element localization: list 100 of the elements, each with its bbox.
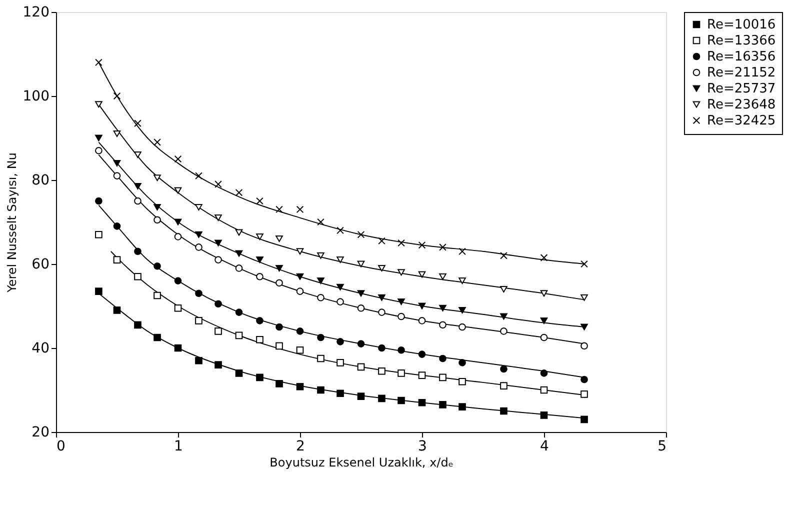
point [235,308,243,316]
point [214,328,222,335]
x-axis-title: Boyutsuz Eksenel Uzaklık, x/dₑ [270,456,454,470]
point [458,248,466,256]
point [296,273,304,280]
point [256,374,264,382]
point [134,120,142,127]
point [195,244,202,251]
point [500,382,508,390]
y-tick-label: 80 [32,172,50,188]
point [296,346,304,354]
point [134,197,142,205]
point [398,239,405,247]
x-tick-label: 3 [418,438,427,454]
y-tick-label: 120 [22,4,50,20]
legend-label: Re=13366 [707,34,776,48]
point [296,328,304,335]
point [174,155,182,163]
point [256,336,264,344]
point [154,216,161,224]
point [113,172,121,180]
point [113,256,121,264]
y-tick-label: 100 [22,88,50,104]
x-tick-label: 0 [56,438,66,454]
point [195,317,202,324]
point [378,308,386,316]
point [113,130,121,138]
point [214,256,222,264]
point [113,160,121,166]
point [214,240,222,246]
point [398,370,405,377]
point [580,342,588,350]
x-tick-label: 2 [296,438,305,454]
point [195,204,202,211]
point [195,290,202,298]
point [357,363,365,371]
point [276,236,283,242]
point [276,206,283,214]
point [378,344,386,352]
point [296,248,304,255]
point [235,370,243,377]
point [357,304,365,312]
y-tick-label: 20 [32,424,50,440]
point [418,350,426,358]
point [540,290,548,297]
legend-label: Re=25737 [707,82,776,96]
point [174,187,182,194]
point [214,300,222,308]
legend-label: Re=23648 [707,98,776,112]
point [439,273,446,280]
point [214,214,222,222]
x-tick-label: 5 [658,438,666,454]
x-tick-label: 4 [540,438,550,454]
point [214,180,222,188]
point [235,264,243,272]
point [378,237,386,245]
point [336,338,344,346]
point [276,323,283,331]
point [418,241,426,249]
point [439,244,446,251]
point [458,359,466,366]
point [154,138,161,146]
point [256,256,264,264]
point [174,218,182,226]
point [500,313,508,320]
point [418,271,426,278]
point [439,304,446,312]
point [458,278,466,284]
point [95,197,102,205]
point [500,252,508,260]
point [256,272,264,280]
point [336,298,344,306]
point [580,324,588,330]
point [580,416,588,424]
point [336,359,344,366]
point [195,172,202,180]
x-tick-label: 1 [174,438,183,454]
point [418,317,426,324]
point [439,354,446,362]
point [500,365,508,373]
point [418,372,426,379]
point [439,321,446,329]
point [398,346,405,354]
point [235,229,243,236]
point [276,279,283,287]
y-tick-label: 60 [32,256,50,272]
point [235,188,243,196]
point [580,294,588,301]
legend-label: Re=21152 [707,66,776,80]
point [540,412,548,419]
legend-label: Re=10016 [707,18,776,32]
point [378,294,386,301]
point [95,134,102,142]
point [235,250,243,257]
point [95,288,102,295]
point [113,222,121,230]
point [458,306,466,314]
point [580,390,588,398]
point [134,152,142,158]
point [317,334,324,342]
